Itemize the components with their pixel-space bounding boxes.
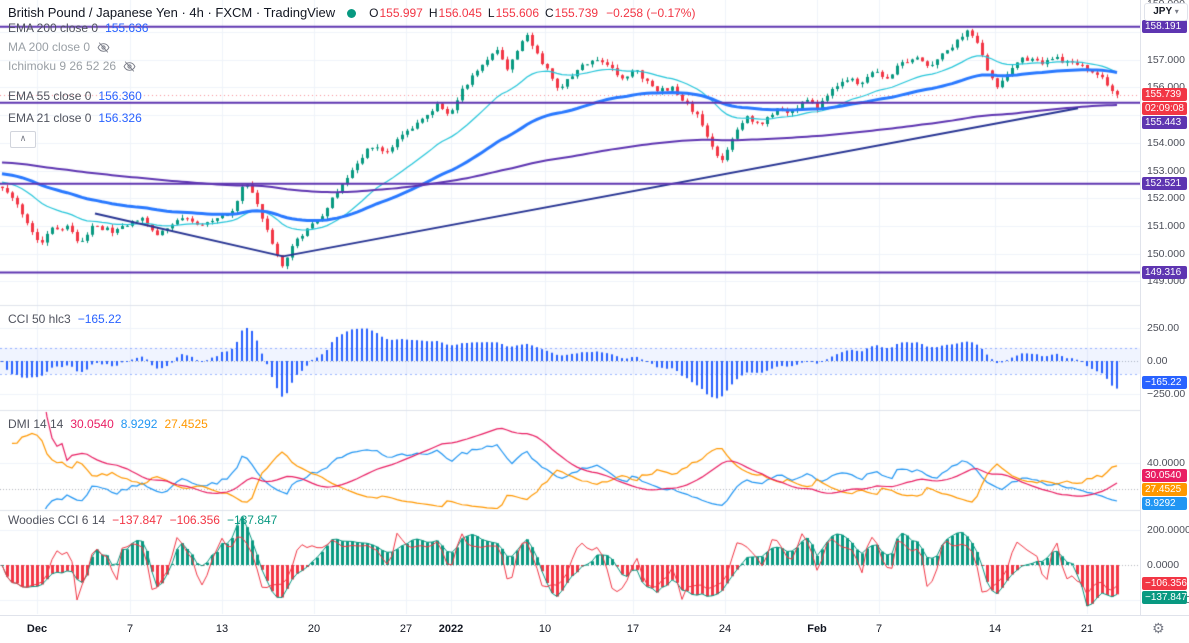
price-label-badge: 155.443 bbox=[1142, 116, 1187, 130]
axis-tick-label: 200.0000 bbox=[1147, 524, 1189, 536]
eye-off-icon[interactable] bbox=[97, 41, 110, 54]
ohlc-label: L bbox=[487, 6, 495, 20]
ohlc-label: C bbox=[545, 6, 554, 20]
price-label-badge: 30.0540 bbox=[1142, 469, 1187, 483]
price-label-badge: 27.4525 bbox=[1142, 483, 1187, 497]
ohlc-value: 155.997 bbox=[379, 6, 423, 20]
ohlc-label: H bbox=[428, 6, 438, 20]
indicator-value: 156.326 bbox=[98, 111, 142, 125]
legend-collapse-button[interactable]: ∧ bbox=[10, 131, 36, 148]
axis-tick-label: 154.000 bbox=[1147, 136, 1185, 149]
indicator-legend-row[interactable]: EMA 55 close 0 156.360 bbox=[8, 89, 142, 103]
indicator-title: EMA 21 close 0 bbox=[8, 111, 92, 125]
time-scale[interactable]: Dec 7 13 20 27 2022 10 17 24 Feb 7 14 21 ⚙ bbox=[0, 615, 1189, 643]
indicator-value: 156.360 bbox=[98, 89, 142, 103]
axis-tick-label: 151.000 bbox=[1147, 219, 1185, 232]
time-axis-label: 7 bbox=[126, 623, 134, 635]
dmi-pane-legend[interactable]: DMI 14 14 30.0540 8.9292 27.4525 bbox=[8, 417, 208, 431]
currency-selector[interactable]: JPY ▾ bbox=[1144, 3, 1188, 21]
price-change: −0.258 (−0.17%) bbox=[606, 6, 696, 20]
indicator-value: 155.636 bbox=[105, 21, 149, 35]
axis-tick-label: 152.000 bbox=[1147, 192, 1185, 205]
indicator-legend-row[interactable]: MA 200 close 0 bbox=[8, 40, 110, 54]
time-axis-label: 2022 bbox=[438, 623, 464, 635]
countdown-badge: 02:09:08 bbox=[1142, 102, 1187, 116]
time-axis-label: 17 bbox=[626, 623, 640, 635]
ohlc-label: O bbox=[369, 6, 379, 20]
eye-off-icon[interactable] bbox=[123, 60, 136, 73]
dmi-pane-values: 30.0540 8.9292 27.4525 bbox=[63, 417, 207, 431]
time-axis-label: 21 bbox=[1080, 623, 1094, 635]
time-axis-label: Dec bbox=[26, 623, 48, 635]
axis-tick-label: 157.000 bbox=[1147, 53, 1185, 66]
axis-tick-label: −250.00 bbox=[1147, 388, 1186, 400]
chevron-down-icon: ▾ bbox=[1174, 7, 1179, 16]
axis-tick-label: 150.000 bbox=[1147, 247, 1185, 260]
chart-header: British Pound / Japanese Yen · 4h · FXCM… bbox=[8, 5, 695, 20]
cci-pane-legend[interactable]: CCI 50 hlc3 −165.22 bbox=[8, 312, 121, 326]
settings-gear-icon[interactable]: ⚙ bbox=[1152, 620, 1165, 636]
axis-tick-label: 40.0000 bbox=[1147, 457, 1185, 469]
axis-tick-label: 0.0000 bbox=[1147, 559, 1180, 571]
ohlc-value: 155.606 bbox=[495, 6, 539, 20]
woodies-value: −137.847 bbox=[112, 513, 163, 527]
chart-meta: · 4h · FXCM · TradingView bbox=[177, 5, 336, 20]
symbol-title[interactable]: British Pound / Japanese Yen bbox=[8, 5, 178, 20]
ohlc-value: 155.739 bbox=[554, 6, 599, 20]
price-label-badge: 155.739 bbox=[1142, 88, 1187, 102]
price-label-badge: −106.356 bbox=[1142, 577, 1187, 591]
indicator-title: MA 200 close 0 bbox=[8, 40, 91, 54]
dmi-value: 27.4525 bbox=[164, 417, 208, 431]
price-label-badge: −165.22 bbox=[1142, 376, 1187, 390]
price-label-badge: 158.191 bbox=[1142, 20, 1187, 34]
ohlc-readout: O155.997 H156.045 L155.606 C155.739 bbox=[363, 5, 598, 20]
price-label-badge: −137.847 bbox=[1142, 591, 1187, 605]
currency-label: JPY bbox=[1153, 6, 1172, 17]
axis-tick-label: 250.00 bbox=[1147, 322, 1180, 334]
woodies-pane-title: Woodies CCI 6 14 bbox=[8, 513, 106, 527]
indicator-title: EMA 200 close 0 bbox=[8, 21, 99, 35]
market-status-dot[interactable] bbox=[347, 9, 357, 18]
dmi-value: 30.0540 bbox=[70, 417, 114, 431]
time-axis-label: 27 bbox=[399, 623, 413, 635]
time-axis-label: 7 bbox=[875, 623, 883, 635]
price-label-badge: 8.9292 bbox=[1142, 497, 1187, 511]
axis-tick-label: 153.000 bbox=[1147, 164, 1185, 177]
price-label-badge: 149.316 bbox=[1142, 266, 1187, 280]
price-scale[interactable]: 159.000157.000156.000154.000153.000152.0… bbox=[1140, 0, 1189, 615]
cci-pane-values: −165.22 bbox=[71, 312, 122, 326]
price-label-badge: 152.521 bbox=[1142, 177, 1187, 191]
indicator-legend-row[interactable]: EMA 200 close 0 155.636 bbox=[8, 21, 148, 35]
time-axis-label: 20 bbox=[307, 623, 321, 635]
woodies-pane-legend[interactable]: Woodies CCI 6 14 −137.847 −106.356 −137.847 bbox=[8, 513, 277, 527]
indicator-legend-row[interactable]: EMA 21 close 0 156.326 bbox=[8, 111, 142, 125]
indicator-title: Ichimoku 9 26 52 26 bbox=[8, 59, 117, 73]
time-axis-label: 13 bbox=[215, 623, 229, 635]
woodies-value: −106.356 bbox=[169, 513, 220, 527]
time-axis-label: Feb bbox=[807, 623, 827, 635]
indicator-title: EMA 55 close 0 bbox=[8, 89, 92, 103]
woodies-value: −137.847 bbox=[226, 513, 278, 527]
dmi-pane-title: DMI 14 14 bbox=[8, 417, 64, 431]
dmi-value: 8.9292 bbox=[120, 417, 158, 431]
indicator-legend-row[interactable]: Ichimoku 9 26 52 26 bbox=[8, 59, 136, 73]
time-axis-label: 24 bbox=[718, 623, 732, 635]
time-axis-label: 14 bbox=[988, 623, 1002, 635]
woodies-pane-values: −137.847 −106.356 −137.847 bbox=[105, 513, 277, 527]
ohlc-value: 156.045 bbox=[438, 6, 482, 20]
axis-tick-label: 0.00 bbox=[1147, 355, 1168, 367]
price-chart-canvas[interactable] bbox=[0, 0, 1140, 615]
cci-pane-title: CCI 50 hlc3 bbox=[8, 312, 71, 326]
time-axis-label: 10 bbox=[538, 623, 552, 635]
cci-value: −165.22 bbox=[77, 312, 122, 326]
